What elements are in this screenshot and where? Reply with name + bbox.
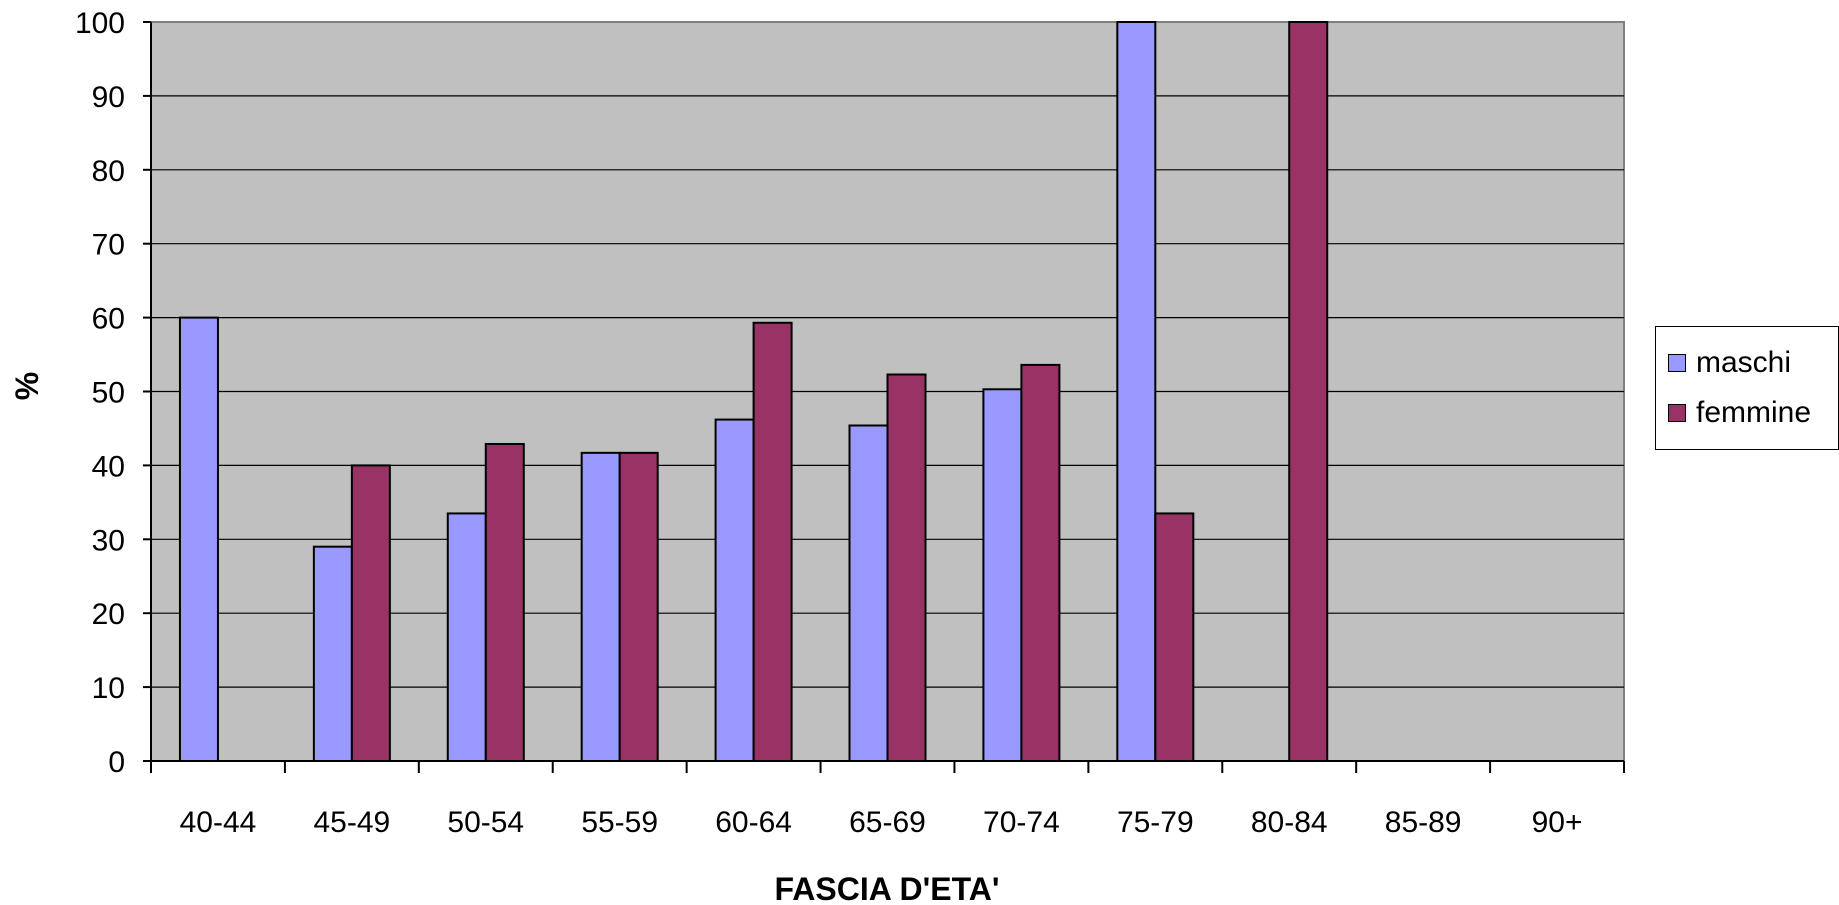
bar-femmine-75-79 (1154, 512, 1195, 762)
bar-femmine-50-54 (484, 442, 525, 762)
legend-swatch-maschi (1668, 354, 1686, 372)
x-tick-label: 80-84 (1251, 806, 1328, 839)
x-axis-title: FASCIA D'ETA' (775, 871, 1000, 905)
x-tick-label: 40-44 (180, 806, 257, 839)
bar-maschi-45-49 (312, 545, 353, 762)
bar-maschi-55-59 (580, 451, 621, 762)
legend-item-maschi: maschi (1668, 343, 1791, 383)
x-tick-label: 75-79 (1117, 806, 1194, 839)
x-tick-label: 65-69 (849, 806, 926, 839)
bar-maschi-75-79 (1116, 21, 1157, 762)
bar-femmine-60-64 (752, 321, 793, 762)
x-tick-label: 70-74 (983, 806, 1060, 839)
y-tick-label: 70 (92, 229, 125, 262)
gridlines (151, 95, 1624, 688)
x-tick-label: 50-54 (447, 806, 524, 839)
bar-femmine-70-74 (1020, 363, 1061, 762)
bar-femmine-45-49 (350, 464, 391, 762)
y-tick-label: 20 (92, 598, 125, 631)
bar-maschi-50-54 (446, 512, 487, 762)
legend-swatch-femmine (1668, 404, 1686, 422)
y-tick-label: 10 (92, 672, 125, 705)
y-axis-title: % (9, 372, 45, 400)
y-tick-label: 80 (92, 155, 125, 188)
y-tick-label: 50 (92, 377, 125, 410)
y-tick-label: 60 (92, 303, 125, 336)
bar-maschi-40-44 (178, 316, 219, 762)
legend-label-maschi: maschi (1696, 346, 1792, 379)
y-tick-label: 40 (92, 450, 125, 483)
x-tick-label: 90+ (1532, 806, 1583, 839)
x-tick-label: 60-64 (715, 806, 792, 839)
y-tick-labels: 0 10 20 30 40 50 60 70 80 90 100 (75, 7, 125, 779)
bar-maschi-65-69 (848, 424, 889, 762)
x-tick-label: 55-59 (581, 806, 658, 839)
y-tick-label: 0 (108, 746, 125, 779)
y-tick-label: 100 (75, 7, 125, 40)
x-tick-label: 45-49 (313, 806, 390, 839)
bar-femmine-80-84 (1288, 21, 1329, 762)
legend-label-femmine: femmine (1696, 396, 1812, 429)
x-tick-labels: 40-44 45-49 50-54 55-59 60-64 65-69 70-74 75-79… (180, 806, 1583, 839)
legend-item-femmine: femmine (1668, 393, 1811, 433)
y-tick-label: 30 (92, 524, 125, 557)
axes (143, 21, 1625, 773)
bar-maschi-70-74 (982, 388, 1023, 762)
x-tick-label: 85-89 (1385, 806, 1462, 839)
bars (178, 21, 1329, 762)
legend: maschi femmine (1655, 326, 1839, 450)
bar-femmine-65-69 (886, 373, 927, 762)
bar-maschi-60-64 (714, 418, 755, 762)
bar-femmine-55-59 (618, 451, 659, 762)
y-tick-label: 90 (92, 81, 125, 114)
